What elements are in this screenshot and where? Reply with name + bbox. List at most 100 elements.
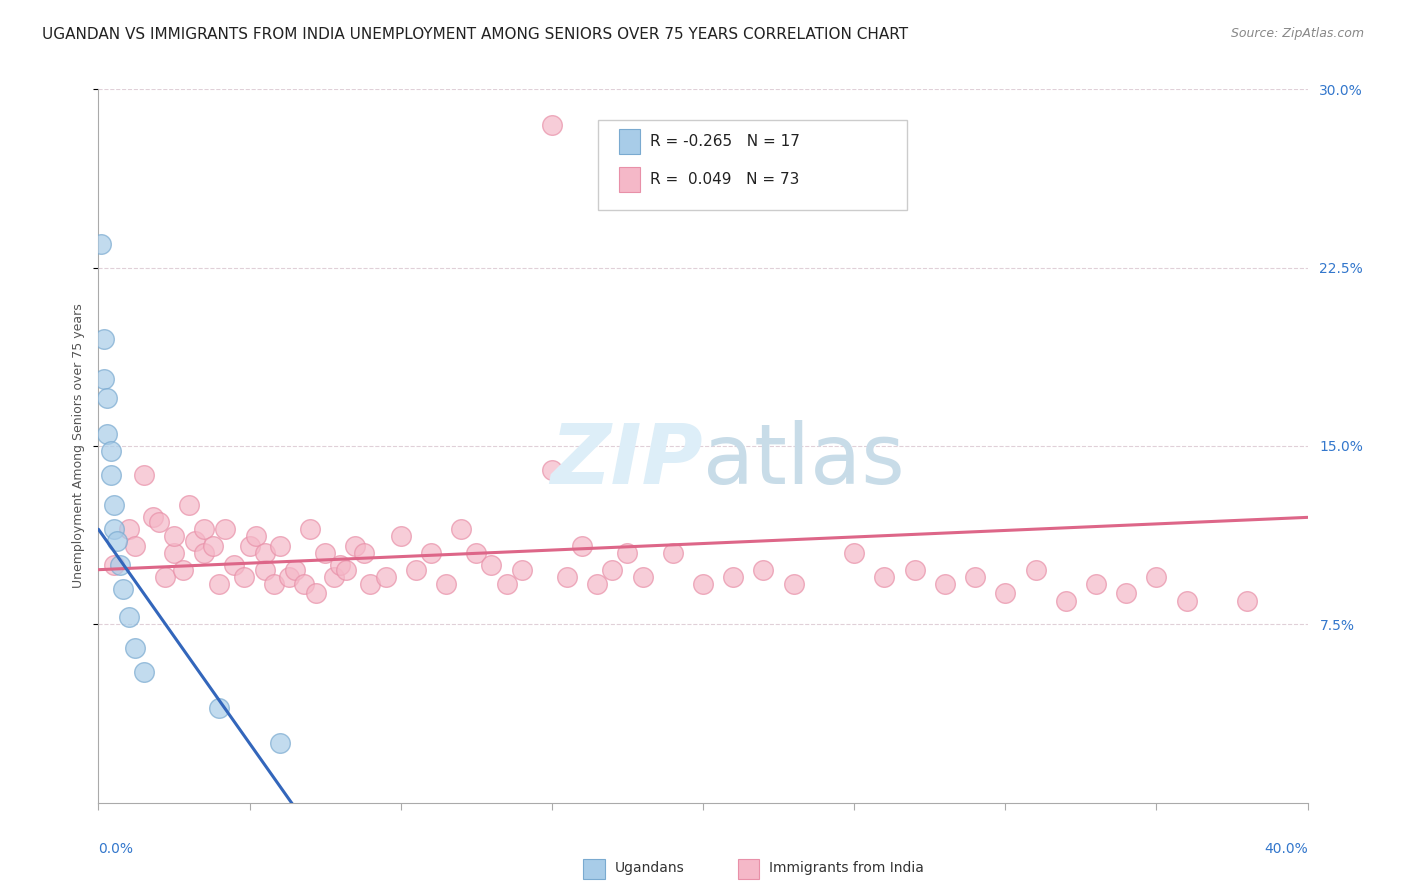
- Point: [253, 546, 276, 560]
- Point: [329, 558, 352, 572]
- Point: [202, 539, 225, 553]
- Point: [103, 558, 125, 572]
- Point: [571, 539, 593, 553]
- Text: Immigrants from India: Immigrants from India: [769, 861, 924, 875]
- Point: [1144, 570, 1167, 584]
- Point: [292, 577, 315, 591]
- Point: [752, 563, 775, 577]
- Point: [239, 539, 262, 553]
- Point: [692, 577, 714, 591]
- Point: [1054, 593, 1077, 607]
- Point: [420, 546, 443, 560]
- Point: [124, 641, 146, 656]
- Point: [783, 577, 806, 591]
- Point: [253, 563, 276, 577]
- Point: [118, 610, 141, 624]
- Point: [873, 570, 896, 584]
- Point: [934, 577, 956, 591]
- Point: [510, 563, 533, 577]
- Point: [314, 546, 336, 560]
- Point: [299, 522, 322, 536]
- Point: [96, 392, 118, 406]
- Point: [108, 558, 131, 572]
- Point: [163, 529, 186, 543]
- Point: [616, 546, 638, 560]
- Point: [193, 546, 215, 560]
- Text: atlas: atlas: [703, 420, 904, 500]
- Point: [132, 665, 155, 679]
- Point: [1085, 577, 1108, 591]
- Text: R = -0.265   N = 17: R = -0.265 N = 17: [650, 135, 800, 149]
- Point: [389, 529, 412, 543]
- Text: Ugandans: Ugandans: [614, 861, 685, 875]
- Point: [163, 546, 186, 560]
- Point: [184, 534, 207, 549]
- Text: Source: ZipAtlas.com: Source: ZipAtlas.com: [1230, 27, 1364, 40]
- Point: [245, 529, 267, 543]
- Point: [586, 577, 609, 591]
- Point: [100, 443, 122, 458]
- Point: [193, 522, 215, 536]
- Point: [153, 570, 176, 584]
- Point: [208, 700, 231, 714]
- Point: [1115, 586, 1137, 600]
- Point: [481, 558, 503, 572]
- Point: [142, 510, 165, 524]
- Point: [1236, 593, 1258, 607]
- Point: [353, 546, 375, 560]
- Text: ZIP: ZIP: [550, 420, 703, 500]
- Point: [148, 515, 170, 529]
- Point: [277, 570, 299, 584]
- Point: [450, 522, 472, 536]
- Point: [844, 546, 866, 560]
- Point: [105, 534, 128, 549]
- Point: [434, 577, 457, 591]
- Text: 40.0%: 40.0%: [1264, 842, 1308, 856]
- Point: [631, 570, 654, 584]
- Point: [904, 563, 927, 577]
- Point: [284, 563, 307, 577]
- Point: [100, 467, 122, 482]
- Point: [994, 586, 1017, 600]
- Point: [335, 563, 357, 577]
- Point: [723, 570, 745, 584]
- Point: [374, 570, 396, 584]
- Text: UGANDAN VS IMMIGRANTS FROM INDIA UNEMPLOYMENT AMONG SENIORS OVER 75 YEARS CORREL: UGANDAN VS IMMIGRANTS FROM INDIA UNEMPLO…: [42, 27, 908, 42]
- Point: [1175, 593, 1198, 607]
- Text: R =  0.049   N = 73: R = 0.049 N = 73: [650, 172, 799, 186]
- Point: [93, 372, 115, 386]
- Point: [360, 577, 382, 591]
- Point: [540, 118, 562, 132]
- Point: [1024, 563, 1046, 577]
- Point: [661, 546, 683, 560]
- Point: [93, 332, 115, 346]
- Point: [269, 539, 291, 553]
- Point: [602, 563, 624, 577]
- Point: [124, 539, 146, 553]
- Point: [111, 582, 134, 596]
- Point: [344, 539, 367, 553]
- Point: [232, 570, 254, 584]
- Point: [90, 236, 112, 251]
- Point: [179, 499, 201, 513]
- Point: [323, 570, 346, 584]
- Y-axis label: Unemployment Among Seniors over 75 years: Unemployment Among Seniors over 75 years: [72, 303, 86, 589]
- Point: [555, 570, 578, 584]
- Point: [495, 577, 517, 591]
- Point: [465, 546, 488, 560]
- Point: [132, 467, 155, 482]
- Point: [965, 570, 987, 584]
- Point: [172, 563, 194, 577]
- Text: 0.0%: 0.0%: [98, 842, 134, 856]
- Point: [269, 736, 291, 750]
- Point: [208, 577, 231, 591]
- Point: [118, 522, 141, 536]
- Point: [263, 577, 285, 591]
- Point: [103, 522, 125, 536]
- Point: [214, 522, 236, 536]
- Point: [103, 499, 125, 513]
- Point: [405, 563, 427, 577]
- Point: [224, 558, 246, 572]
- Point: [305, 586, 328, 600]
- Point: [96, 427, 118, 442]
